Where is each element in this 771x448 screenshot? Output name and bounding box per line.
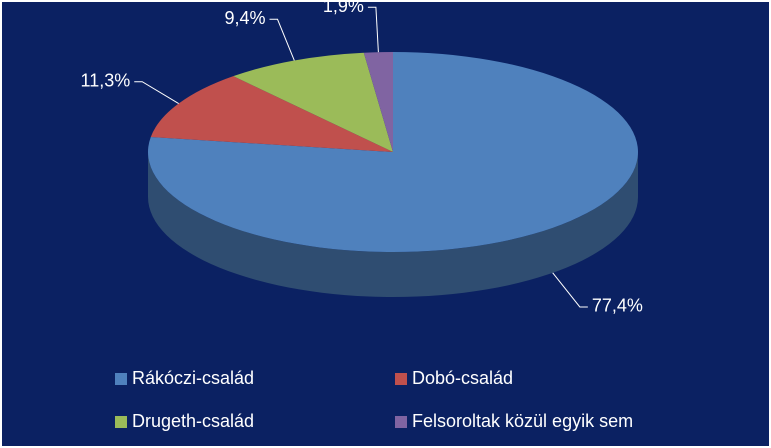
pie-slice	[150, 76, 393, 152]
data-label: 9,4%	[224, 8, 265, 28]
pie-slice	[233, 52, 393, 152]
legend-label: Rákóczi-család	[132, 368, 254, 388]
leader-line	[134, 81, 179, 104]
legend-label: Felsoroltak közül egyik sem	[412, 411, 633, 431]
data-label: 1,9%	[323, 0, 364, 16]
legend-swatch	[395, 416, 407, 428]
legend-swatch	[115, 373, 127, 385]
pie-side	[148, 152, 638, 297]
pie-slice	[363, 52, 393, 152]
legend-label: Drugeth-család	[132, 411, 254, 431]
data-labels: 77,4% 11,3% 9,4% 1,9%	[81, 0, 643, 316]
legend-swatch	[115, 416, 127, 428]
legend-label: Dobó-család	[412, 368, 513, 388]
data-label: 11,3%	[81, 70, 131, 90]
pie-sides	[148, 152, 638, 297]
legend-swatch	[395, 373, 407, 385]
leader-line	[269, 18, 295, 61]
legend: Rákóczi-család Dobó-család Drugeth-család F…	[115, 368, 633, 431]
data-label: 77,4%	[592, 296, 643, 316]
pie-tops	[147, 52, 638, 252]
leader-line	[367, 6, 379, 53]
leader-line	[552, 272, 588, 308]
